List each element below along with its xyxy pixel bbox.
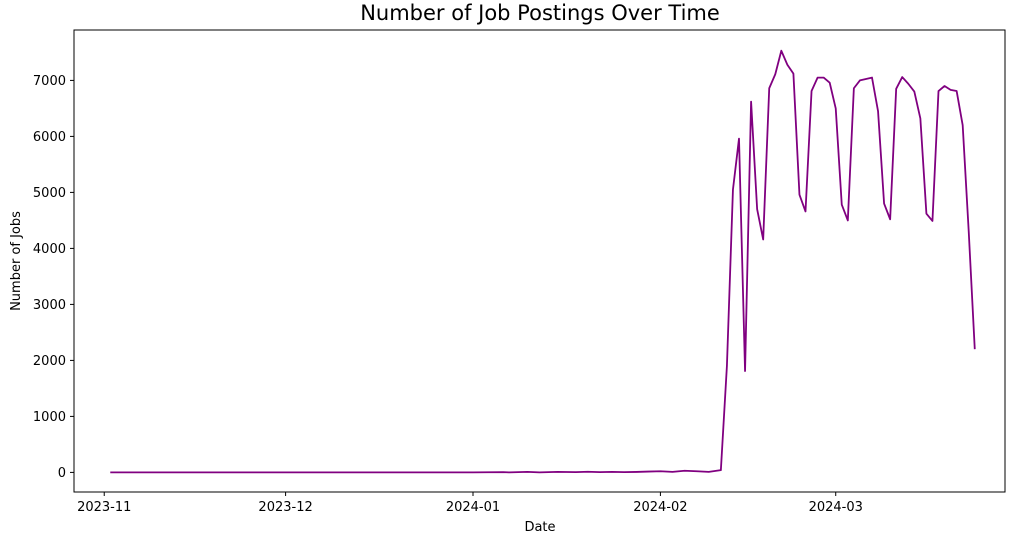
- x-axis-label: Date: [524, 520, 555, 535]
- plot-frame: [73, 29, 1006, 493]
- y-tick-label: 6000: [33, 130, 66, 145]
- chart-title: Number of Job Postings Over Time: [360, 1, 720, 25]
- y-tick-label: 4000: [33, 242, 66, 257]
- y-tick-label: 3000: [33, 298, 66, 313]
- y-axis: 0 1000 2000 3000 4000 5000 6000 7000: [33, 74, 74, 481]
- y-tick-label: 1000: [33, 410, 66, 425]
- x-tick-label: 2023-11: [77, 500, 131, 515]
- y-tick-label: 0: [58, 466, 66, 481]
- y-axis-label: Number of Jobs: [9, 211, 24, 311]
- x-axis: 2023-11 2023-12 2024-01 2024-02 2024-03: [77, 492, 863, 515]
- x-tick-label: 2024-03: [809, 500, 863, 515]
- series-line-0: [110, 49, 976, 474]
- x-tick-label: 2023-12: [258, 500, 312, 515]
- plot-area: [73, 29, 1006, 493]
- y-tick-label: 5000: [33, 186, 66, 201]
- x-tick-label: 2024-01: [446, 500, 500, 515]
- y-tick-label: 7000: [33, 74, 66, 89]
- y-tick-label: 2000: [33, 354, 66, 369]
- x-tick-label: 2024-02: [633, 500, 687, 515]
